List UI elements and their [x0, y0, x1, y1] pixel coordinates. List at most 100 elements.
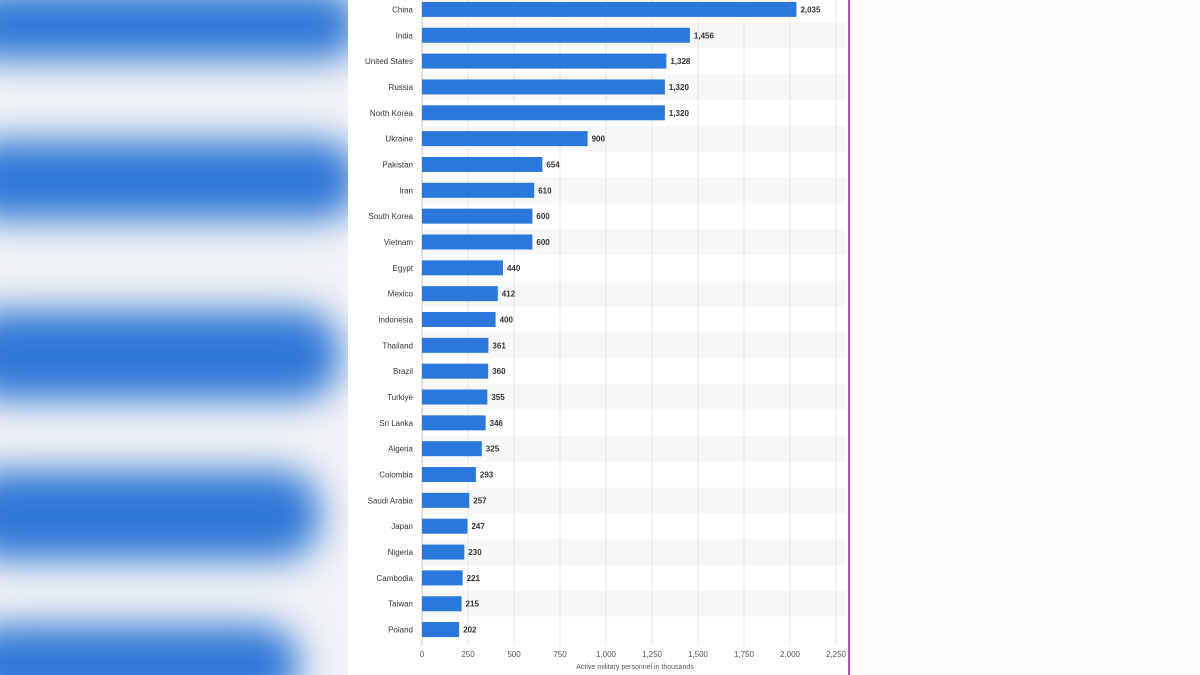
x-tick-label: 0: [420, 650, 425, 659]
bar[interactable]: [422, 596, 462, 612]
x-tick-label: 750: [553, 650, 567, 659]
x-tick-label: 250: [461, 650, 475, 659]
bar[interactable]: [422, 363, 489, 379]
data-label: 600: [536, 212, 550, 221]
bar[interactable]: [422, 53, 667, 69]
category-label: Poland: [388, 626, 413, 635]
category-labels: China India United States Russia North Korea…: [365, 5, 414, 634]
data-label: 412: [502, 290, 516, 299]
data-label: 400: [500, 316, 514, 325]
data-label: 654: [546, 160, 560, 169]
x-tick-labels: 0 250 500 750 1,000 1,250 1,500 1,750 2,000 2,250: [420, 650, 847, 659]
data-label: 600: [536, 238, 550, 247]
bar[interactable]: [422, 492, 470, 508]
category-label: Turkiye: [387, 393, 413, 402]
value-labels: 2,035 1,456 1,328 1,320 1,320 900 654 610 600 600…: [463, 5, 821, 634]
bar[interactable]: [422, 27, 690, 43]
data-label: 221: [467, 574, 481, 583]
category-label: Saudi Arabia: [368, 496, 414, 505]
bar[interactable]: [422, 622, 460, 638]
bar[interactable]: [422, 182, 535, 198]
x-tick-label: 1,000: [596, 650, 617, 659]
x-tick-label: 1,250: [642, 650, 663, 659]
row-stripe: [422, 435, 846, 462]
category-label: Mexico: [388, 290, 414, 299]
bar[interactable]: [422, 131, 588, 147]
row-stripe: [422, 487, 846, 514]
data-label: 230: [468, 548, 482, 557]
bar[interactable]: [422, 570, 463, 586]
bar[interactable]: [422, 467, 476, 483]
data-label: 247: [471, 522, 485, 531]
blurred-background-left: [0, 0, 348, 675]
bar[interactable]: [422, 389, 488, 405]
x-tick-label: 500: [507, 650, 521, 659]
data-label: 1,328: [670, 57, 691, 66]
category-label: Thailand: [382, 341, 413, 350]
data-label: 257: [473, 496, 487, 505]
x-axis-title: Active military personnel in thousands: [576, 664, 694, 671]
row-stripe: [422, 384, 846, 410]
category-label: India: [396, 31, 414, 40]
data-label: 325: [486, 445, 500, 454]
bar[interactable]: [422, 260, 503, 276]
chart-panel: China India United States Russia North Korea…: [348, 0, 850, 675]
category-label: Taiwan: [388, 600, 413, 609]
category-label: Iran: [399, 186, 413, 195]
category-label: United States: [365, 57, 413, 66]
bar[interactable]: [422, 415, 486, 431]
data-label: 2,035: [800, 5, 821, 14]
category-label: Egypt: [393, 264, 414, 273]
bars: [422, 1, 797, 638]
bar[interactable]: [422, 79, 665, 95]
category-label: Nigeria: [388, 548, 414, 557]
bar[interactable]: [422, 1, 797, 17]
category-label: Japan: [391, 522, 413, 531]
x-tick-label: 2,000: [780, 650, 801, 659]
row-stripe: [422, 590, 846, 617]
data-label: 360: [492, 367, 506, 376]
category-label: South Korea: [369, 212, 414, 221]
data-label: 1,456: [694, 31, 715, 40]
category-label: Cambodia: [377, 574, 414, 583]
data-label: 440: [507, 264, 521, 273]
bar[interactable]: [422, 208, 533, 224]
data-label: 346: [490, 419, 504, 428]
bar[interactable]: [422, 518, 468, 534]
bar[interactable]: [422, 234, 533, 250]
bar-chart: China India United States Russia North Korea…: [365, 0, 847, 671]
data-label: 355: [491, 393, 505, 402]
category-label: Algeria: [388, 445, 413, 454]
blurred-background-right: [850, 0, 1200, 675]
row-stripe: [422, 539, 846, 565]
data-label: 1,320: [669, 109, 690, 118]
category-label: Pakistan: [382, 160, 413, 169]
bar[interactable]: [422, 156, 543, 172]
category-label: Russia: [389, 83, 414, 92]
category-label: China: [392, 5, 413, 14]
data-label: 215: [466, 600, 480, 609]
bar[interactable]: [422, 286, 498, 302]
data-label: 293: [480, 471, 494, 480]
category-label: Indonesia: [378, 316, 413, 325]
x-tick-label: 2,250: [826, 650, 847, 659]
category-label: Ukraine: [385, 135, 413, 144]
bar[interactable]: [422, 105, 665, 121]
x-tick-label: 1,500: [688, 650, 709, 659]
category-label: Sri Lanka: [379, 419, 413, 428]
category-label: Brazil: [393, 367, 413, 376]
bar[interactable]: [422, 337, 489, 353]
category-label: Colombia: [379, 471, 413, 480]
data-label: 202: [463, 626, 477, 635]
category-label: North Korea: [370, 109, 414, 118]
bar[interactable]: [422, 441, 482, 457]
x-tick-label: 1,750: [734, 650, 755, 659]
bar[interactable]: [422, 544, 465, 560]
data-label: 900: [592, 135, 606, 144]
bar[interactable]: [422, 312, 496, 327]
row-stripe: [422, 332, 846, 359]
data-label: 610: [538, 186, 552, 195]
data-label: 1,320: [669, 83, 690, 92]
data-label: 361: [492, 341, 506, 350]
